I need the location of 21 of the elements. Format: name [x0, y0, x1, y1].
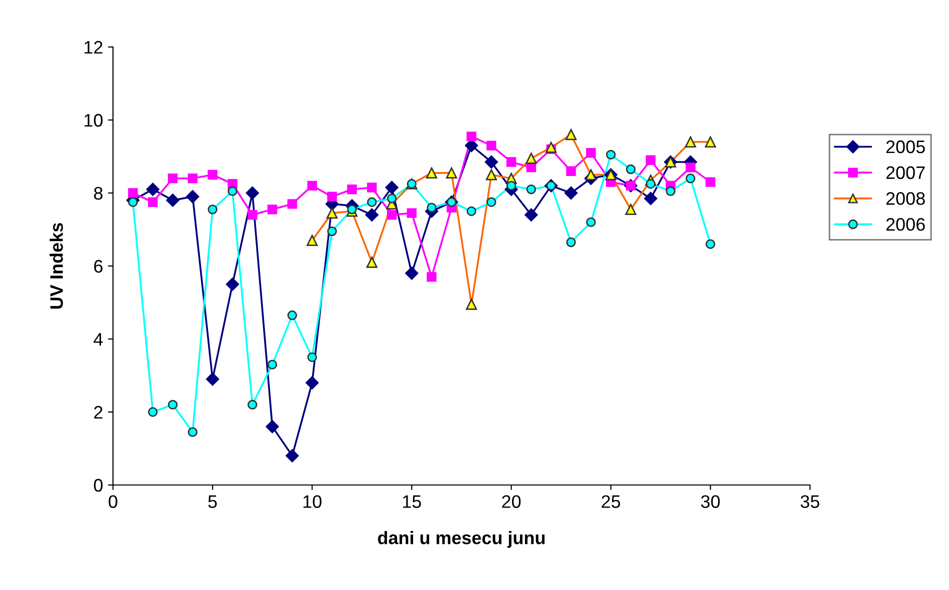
y-tick-label: 10	[84, 114, 103, 127]
y-tick-label: 4	[94, 333, 103, 346]
x-tick-label: 35	[800, 495, 820, 508]
y-tick-label: 12	[84, 40, 102, 54]
y-axis-title: UV Indeks	[50, 223, 63, 309]
x-axis-title: dani u mesecu junu	[378, 531, 545, 548]
y-tick-label: 6	[94, 260, 102, 273]
x-tick-label: 0	[108, 495, 118, 508]
x-tick-label: 30	[701, 495, 720, 508]
y-tick-label: 0	[94, 478, 103, 492]
y-tick-label: 8	[94, 186, 102, 200]
y-tick-label: 2	[94, 406, 102, 419]
x-tick-label: 25	[602, 495, 620, 508]
legend-label: 2005	[886, 140, 925, 154]
x-tick-label: 20	[502, 495, 521, 508]
x-tick-label: 10	[303, 495, 322, 508]
x-tick-label: 5	[208, 495, 217, 508]
x-tick-label: 15	[403, 495, 421, 508]
legend-label: 2006	[886, 218, 925, 231]
legend-label: 2008	[886, 192, 925, 205]
legend-label: 2007	[886, 166, 925, 180]
